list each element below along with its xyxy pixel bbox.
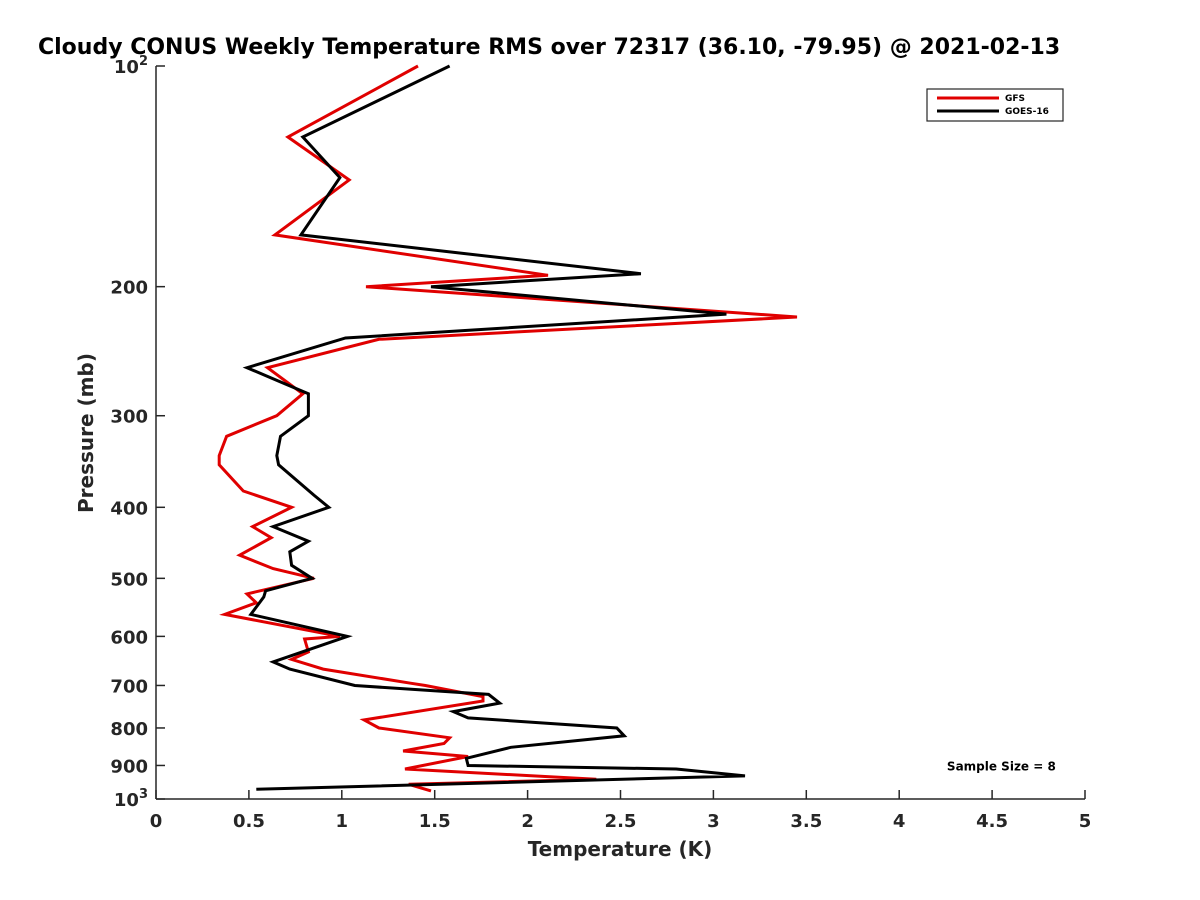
legend-label-goes-16: GOES-16	[1005, 107, 1049, 117]
series-line-goes-16	[242, 64, 746, 791]
x-tick-label: 0.5	[233, 811, 265, 832]
x-tick-label: 2	[521, 811, 534, 832]
x-tick-label: 5	[1079, 811, 1092, 832]
legend-box	[926, 88, 1064, 122]
plot-area	[156, 66, 1085, 799]
y-tick-label: 600	[110, 627, 148, 648]
legend-label-gfs: GFS	[1005, 94, 1025, 104]
y-tick-label: 900	[110, 756, 148, 777]
x-axis-label: Temperature (K)	[528, 837, 713, 861]
x-tick-label: 3.5	[790, 811, 822, 832]
axes-layer: 0 0.5 1 1.5 2 2.5 3 3.5 4 4.5 5 102 200 300 400 500 600 7…	[110, 54, 1091, 832]
x-tick-label: 1	[336, 811, 349, 832]
y-tick-label: 103	[114, 787, 148, 811]
chart-title: Cloudy CONUS Weekly Temperature RMS over…	[38, 35, 1060, 60]
x-tick-label: 4	[893, 811, 906, 832]
y-axis-label: Pressure (mb)	[74, 353, 98, 513]
series-line-gfs	[217, 64, 798, 793]
y-tick-label: 400	[110, 498, 148, 519]
y-tick-label: 300	[110, 407, 148, 428]
x-tick-label: 4.5	[976, 811, 1008, 832]
y-tick-label: 102	[114, 54, 148, 78]
x-tick-label: 2.5	[605, 811, 637, 832]
legend: GFS GOES-16	[926, 88, 1064, 122]
x-tick-label: 3	[707, 811, 720, 832]
annotations: Sample Size = 8	[947, 759, 1056, 773]
x-tick-label: 0	[150, 811, 163, 832]
x-tick-label: 1.5	[419, 811, 451, 832]
y-tick-label: 800	[110, 719, 148, 740]
sample-size-annotation: Sample Size = 8	[947, 759, 1056, 773]
series-layer	[217, 64, 798, 793]
y-tick-label: 200	[110, 278, 148, 299]
y-tick-label: 700	[110, 676, 148, 697]
y-tick-label: 500	[110, 569, 148, 590]
